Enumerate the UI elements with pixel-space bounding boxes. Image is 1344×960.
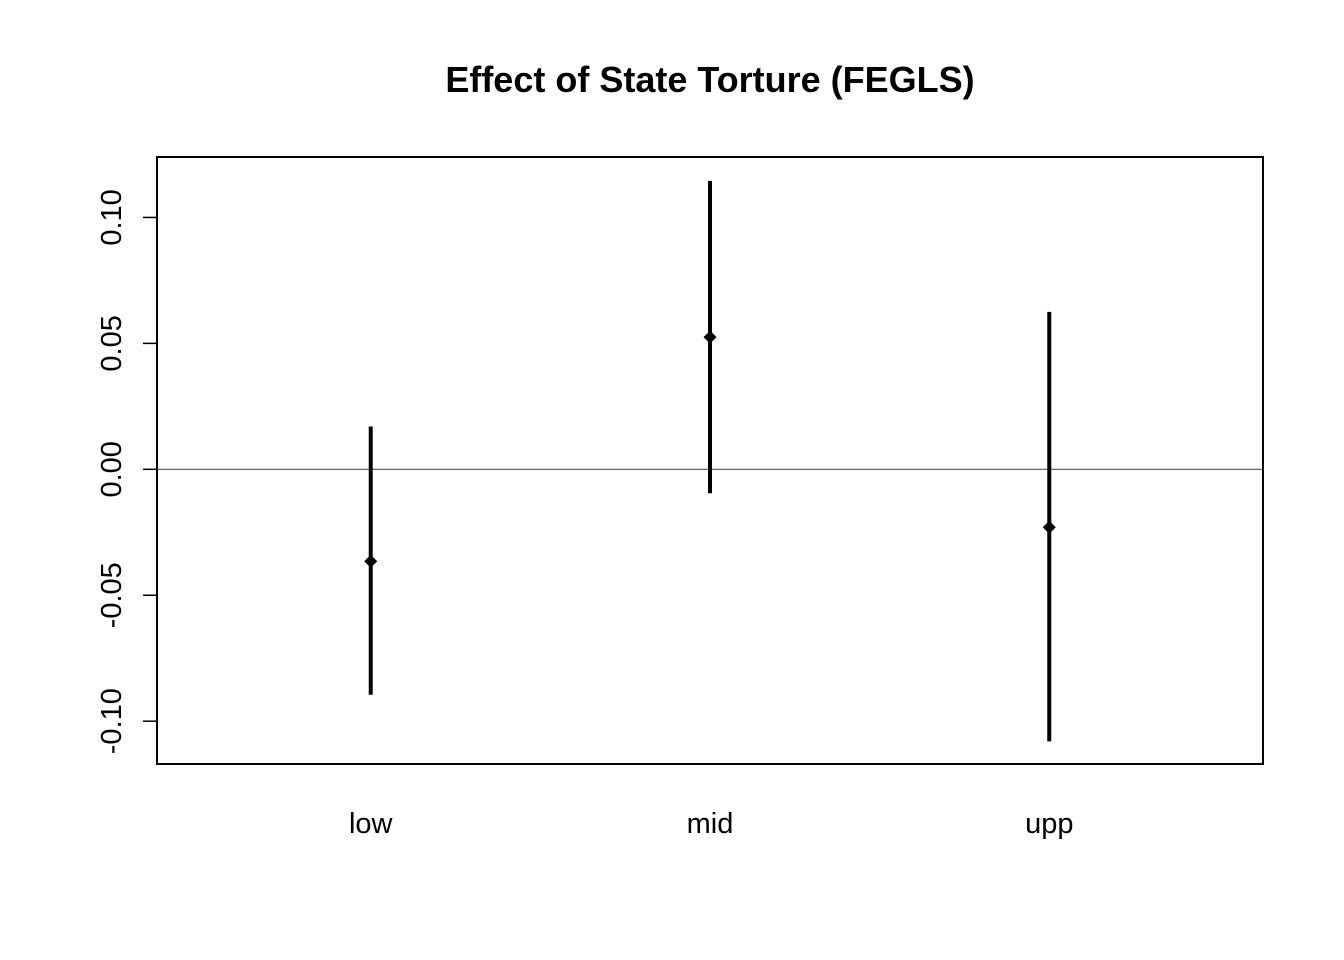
point-estimate-low (364, 554, 378, 568)
y-axis: -0.10 -0.05 0.00 0.05 0.10 (96, 189, 157, 754)
y-tick-label: -0.05 (96, 562, 128, 628)
x-category-label: low (349, 808, 394, 840)
y-tick-label: 0.10 (96, 189, 128, 245)
point-estimate-mid (703, 330, 717, 344)
y-tick-label: 0.05 (96, 315, 128, 371)
x-axis-labels: low mid upp (349, 808, 1073, 840)
x-category-label: upp (1025, 808, 1073, 840)
y-tick-label: 0.00 (96, 441, 128, 497)
plot-frame (156, 156, 1264, 765)
point-estimate-upp (1042, 520, 1056, 534)
chart-title: Effect of State Torture (FEGLS) (445, 59, 974, 100)
x-category-label: mid (687, 808, 734, 840)
marks-layer (364, 180, 1056, 742)
y-tick-label: -0.10 (96, 688, 128, 754)
